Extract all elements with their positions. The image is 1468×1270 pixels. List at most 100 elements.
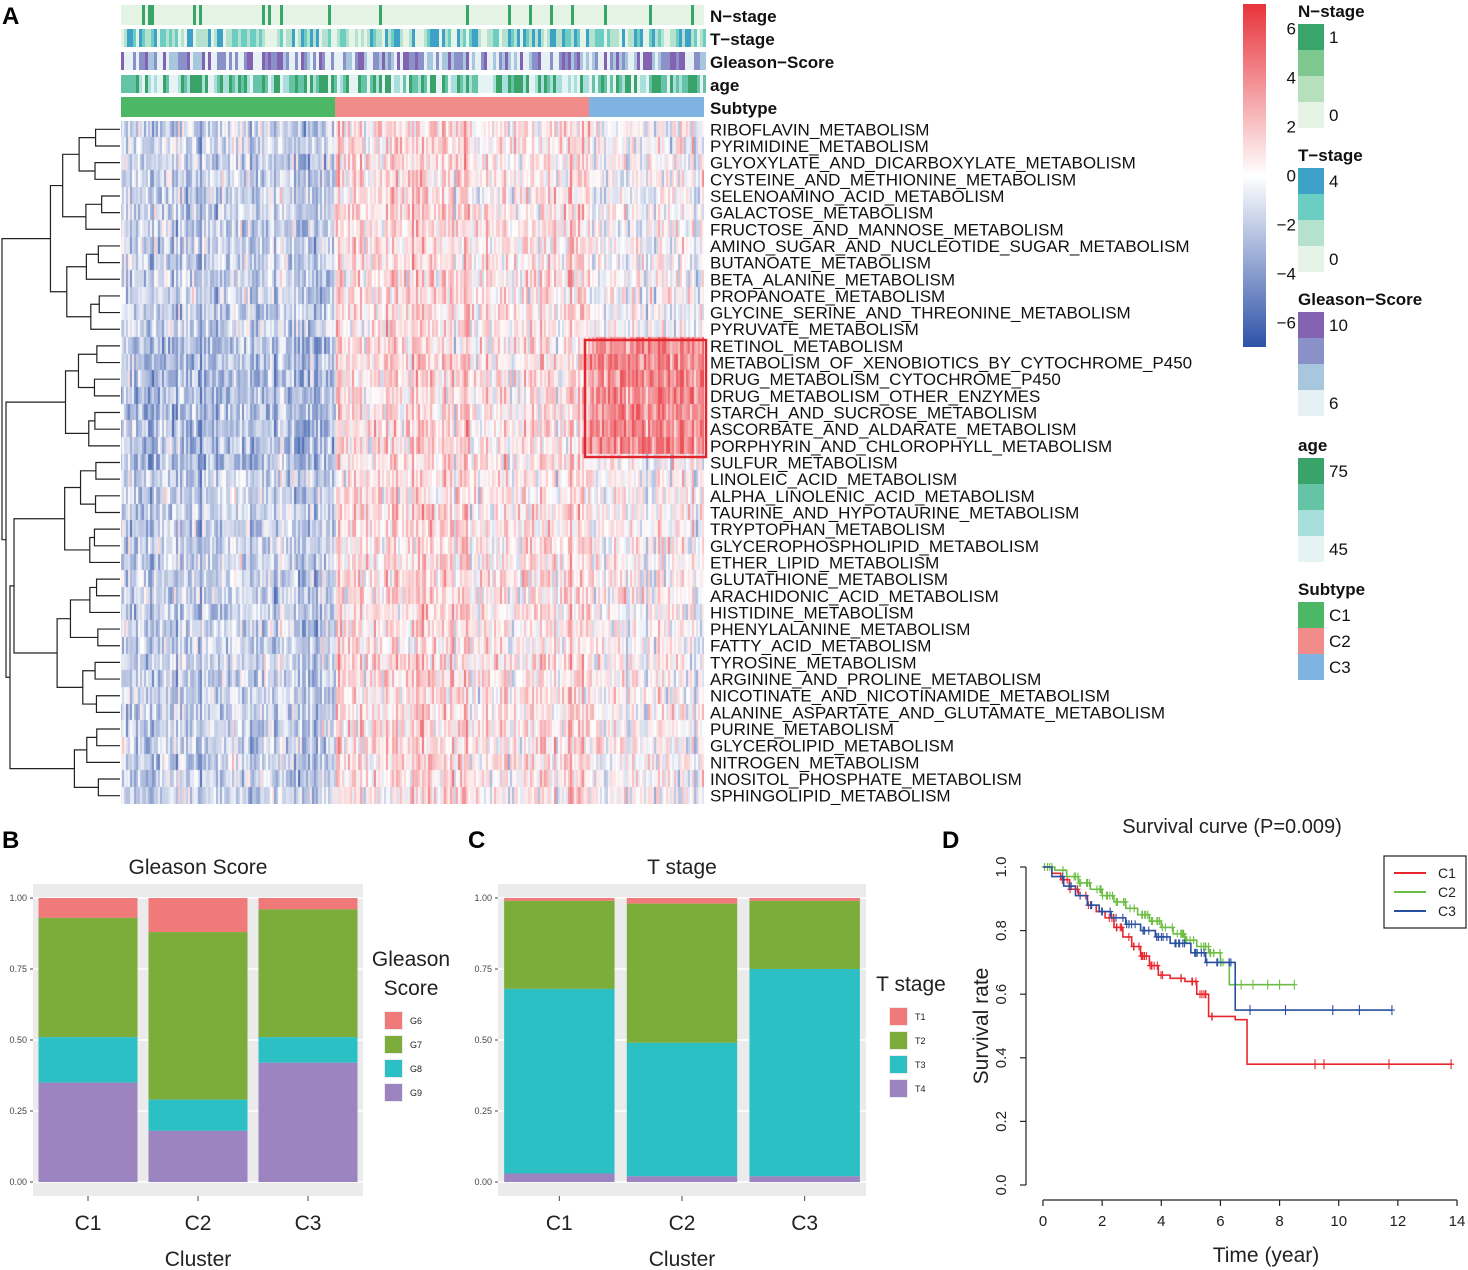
- age-track-cell: [133, 75, 136, 93]
- t-stage-track-cell: [400, 29, 403, 47]
- t-stage-track-cell: [472, 29, 475, 47]
- pathway-label: FRUCTOSE_AND_MANNOSE_METABOLISM: [710, 220, 1064, 239]
- t-stage-track-cell: [547, 29, 550, 47]
- y-tick-label: 0.00: [474, 1177, 492, 1187]
- gleason-track-cell: [205, 52, 208, 70]
- gleason-track-cell: [289, 52, 292, 70]
- gleason-track-cell: [514, 52, 517, 70]
- dendrogram-branch: [66, 266, 91, 318]
- censor-mark-c2: [1162, 923, 1169, 932]
- gleason-track-cell: [163, 52, 166, 70]
- bar-segment-g7: [258, 909, 358, 1038]
- age-track-cell: [382, 75, 385, 93]
- t-stage-track-cell: [634, 29, 637, 47]
- legend-label: C2: [1329, 632, 1351, 651]
- gleason-track-cell: [277, 52, 280, 70]
- t-stage-track-cell: [652, 29, 655, 47]
- t-stage-track-cell: [235, 29, 238, 47]
- t-stage-track-cell: [616, 29, 619, 47]
- age-track-cell: [502, 75, 505, 93]
- dendrogram-branch: [49, 184, 67, 293]
- gleason-track-cell: [208, 52, 211, 70]
- t-stage-track-cell: [385, 29, 388, 47]
- gleason-track-cell: [457, 52, 460, 70]
- age-track-cell: [280, 75, 283, 93]
- x-axis-title: Time (year): [1213, 1244, 1320, 1267]
- t-stage-track-cell: [214, 29, 217, 47]
- dendrogram-branch: [1, 238, 51, 541]
- age-track-cell: [316, 75, 319, 93]
- age-track-cell: [289, 75, 292, 93]
- censor-mark-c1: [1125, 932, 1132, 941]
- legend-swatch: [1298, 220, 1324, 246]
- censor-mark-c1: [1448, 1059, 1455, 1070]
- gleason-track-cell: [442, 52, 445, 70]
- chart-title: Gleason Score: [129, 856, 268, 879]
- legend-label: 0: [1329, 250, 1338, 269]
- pathway-label: FATTY_ACID_METABOLISM: [710, 637, 931, 656]
- colorbar-tick-label: 6: [1287, 20, 1296, 39]
- age-track-cell: [487, 75, 490, 93]
- gleason-track-cell: [400, 52, 403, 70]
- gleason-track-cell: [604, 52, 607, 70]
- t-stage-track-cell: [358, 29, 361, 47]
- censor-mark-c3: [1214, 958, 1221, 967]
- legend-swatch: [1298, 76, 1324, 102]
- pathway-label: SPHINGOLIPID_METABOLISM: [710, 787, 951, 806]
- dendrogram-branch: [88, 420, 120, 447]
- censor-mark-c3: [1201, 948, 1208, 957]
- t-stage-track-cell: [388, 29, 391, 47]
- age-track-cell: [271, 75, 274, 93]
- t-stage-track-cell: [553, 29, 556, 47]
- t-stage-track-cell: [703, 29, 706, 47]
- gleason-track-cell: [568, 52, 571, 70]
- t-stage-track-cell: [172, 29, 175, 47]
- y-tick-label: 1.00: [474, 893, 492, 903]
- n-stage-track-cell: [199, 5, 202, 25]
- t-stage-track-cell: [226, 29, 229, 47]
- gleason-track-cell: [352, 52, 355, 70]
- t-stage-track-cell: [499, 29, 502, 47]
- t-stage-track-cell: [469, 29, 472, 47]
- gleason-track-cell: [391, 52, 394, 70]
- subtype-track-c2: [335, 97, 589, 117]
- gleason-track-cell: [154, 52, 157, 70]
- gleason-track-cell: [598, 52, 601, 70]
- dendrogram-branch: [97, 778, 120, 797]
- age-track-cell: [628, 75, 631, 93]
- gleason-track-cell: [634, 52, 637, 70]
- age-track-cell: [553, 75, 556, 93]
- gleason-track-cell: [178, 52, 181, 70]
- age-track-cell: [379, 75, 382, 93]
- age-track-cell: [190, 75, 193, 93]
- pathway-label: PROPANOATE_METABOLISM: [710, 287, 945, 306]
- age-track-cell: [535, 75, 538, 93]
- colorbar-tick-label: −2: [1277, 216, 1296, 235]
- bar-segment-t4: [749, 1176, 860, 1182]
- censor-mark-c1: [1138, 952, 1145, 961]
- dendrogram-branch: [89, 536, 120, 564]
- t-stage-track-cell: [391, 29, 394, 47]
- y-tick-label: 0.2: [993, 1111, 1010, 1132]
- age-track-cell: [640, 75, 643, 93]
- x-tick-label: C3: [791, 1212, 818, 1235]
- bar-segment-g6: [38, 898, 138, 918]
- age-track-cell: [625, 75, 628, 93]
- t-stage-track-cell: [526, 29, 529, 47]
- age-track-cell: [400, 75, 403, 93]
- age-track-cell: [589, 75, 592, 93]
- censor-mark-c1: [1178, 974, 1185, 983]
- t-stage-track-cell: [559, 29, 562, 47]
- dendrogram-branch: [93, 378, 120, 397]
- n-stage-track-cell: [268, 5, 271, 25]
- t-stage-track-cell: [694, 29, 697, 47]
- legend-title: N−stage: [1298, 2, 1365, 21]
- legend-swatch: [385, 1060, 402, 1077]
- n-stage-track-cell: [550, 5, 553, 25]
- gleason-track-cell: [532, 52, 535, 70]
- gleason-track-cell: [403, 52, 406, 70]
- gleason-track-cell: [571, 52, 574, 70]
- age-track-cell: [604, 75, 607, 93]
- censor-mark-c2: [1113, 897, 1120, 906]
- age-track-cell: [622, 75, 625, 93]
